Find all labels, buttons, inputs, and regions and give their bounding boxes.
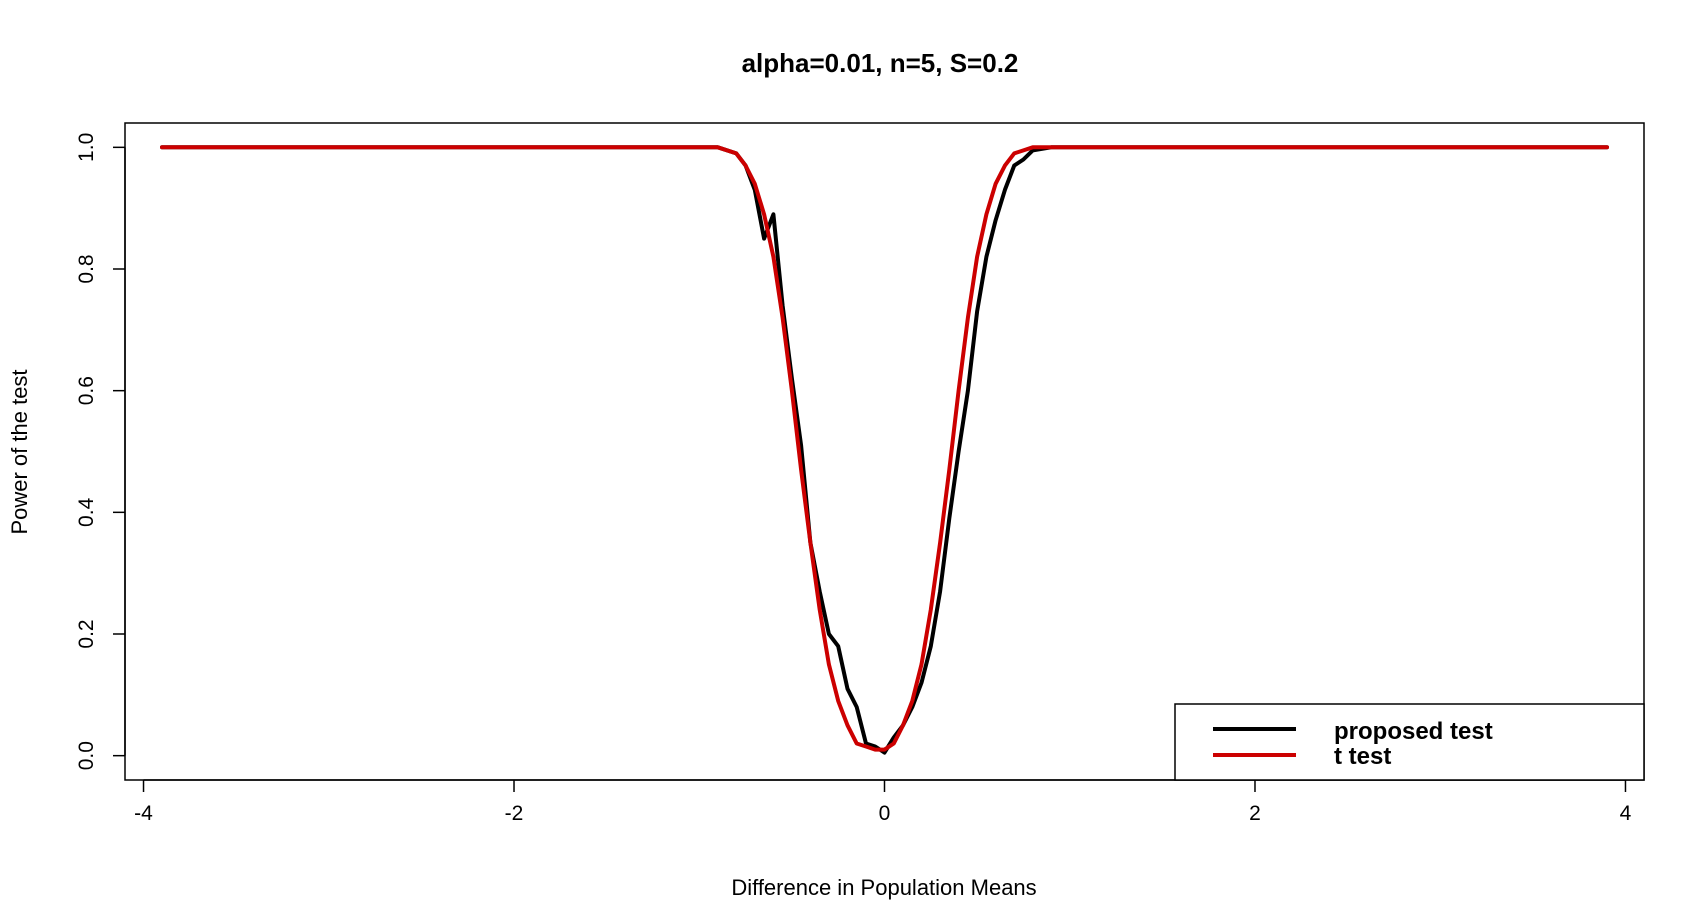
y-tick-label: 0.0 [75, 741, 98, 770]
plot-frame [124, 122, 1645, 781]
x-tick-label: 2 [1249, 802, 1261, 825]
legend-label-proposed-test: proposed test [1334, 718, 1493, 745]
x-tick-label: -2 [505, 802, 524, 825]
series-line-t-test [160, 145, 1609, 752]
legend-box [1174, 703, 1645, 781]
y-tick-label: 0.2 [75, 619, 98, 648]
series-line-proposed-test [160, 145, 1609, 755]
y-tick-label: 0.8 [75, 254, 98, 283]
y-tick-label: 0.6 [75, 376, 98, 405]
y-axis-label: Power of the test [7, 369, 32, 534]
x-tick-label: -4 [134, 802, 153, 825]
series-layer [160, 145, 1609, 755]
y-tick-label: 0.4 [75, 497, 98, 527]
x-tick-label: 4 [1620, 802, 1632, 825]
x-tick-label: 0 [879, 802, 891, 825]
y-tick-label: 1.0 [75, 133, 98, 162]
y-axis: 0.0 0.2 0.4 0.6 0.8 1.0 [75, 133, 126, 770]
legend-label-t-test: t test [1334, 743, 1391, 770]
x-axis-label: Difference in Population Means [731, 875, 1036, 900]
x-axis: -4 -2 0 2 4 [134, 779, 1632, 825]
chart-title: alpha=0.01, n=5, S=0.2 [742, 48, 1019, 78]
legend: proposed test t test [1174, 703, 1645, 781]
